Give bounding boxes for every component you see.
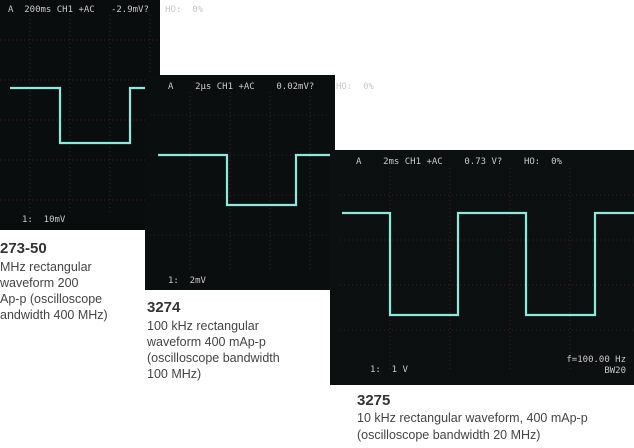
caption-1: 273-50 MHz rectangular waveform 200 Ap-p… bbox=[0, 240, 108, 322]
caption-line: waveform 400 mAp-p bbox=[146, 335, 266, 349]
caption-line: waveform 200 bbox=[0, 276, 79, 290]
bandwidth-readout: BW20 bbox=[604, 366, 626, 376]
caption-2: 3274 100 kHz rectangular waveform 400 mA… bbox=[146, 299, 280, 381]
screen-header: A 2ms CH1 +AC 0.73 V? HO: 0% bbox=[356, 157, 562, 167]
caption-line: (oscilloscope bandwidth bbox=[147, 351, 280, 365]
waveform bbox=[10, 86, 160, 145]
screen-header: A 2µs CH1 +AC 0.02mV? HO: 0% bbox=[168, 82, 374, 92]
caption-line: 100 MHz) bbox=[147, 367, 201, 381]
caption-line: 100 kHz rectangular bbox=[147, 319, 259, 333]
screen-footer: 1: 10mV bbox=[22, 215, 66, 225]
model: 273-50 bbox=[0, 240, 47, 257]
caption-line: MHz rectangular bbox=[0, 260, 92, 274]
screen-bg bbox=[330, 150, 634, 385]
waveform bbox=[342, 211, 634, 317]
caption-3: 3275 10 kHz rectangular waveform, 400 mA… bbox=[357, 392, 588, 442]
model: 3274 bbox=[147, 299, 181, 316]
frequency-readout: f=100.00 Hz bbox=[566, 355, 626, 365]
screen-footer: 1: 1 V bbox=[370, 365, 409, 375]
caption-line: 10 kHz rectangular waveform, 400 mAp-p bbox=[357, 411, 588, 425]
model: 3275 bbox=[357, 392, 390, 409]
screen-3: A 2ms CH1 +AC 0.73 V? HO: 0% 1: 1 V f=10… bbox=[330, 150, 634, 385]
caption-line: andwidth 400 MHz) bbox=[0, 308, 108, 322]
screen-footer: 1: 2mV bbox=[168, 276, 207, 286]
screen-1: A 200ms CH1 +AC -2.9mV? HO: 0% 1: 10mV bbox=[0, 0, 204, 230]
screen-header: A 200ms CH1 +AC -2.9mV? HO: 0% bbox=[8, 5, 204, 15]
screen-bg bbox=[0, 0, 160, 230]
screen-2: A 2µs CH1 +AC 0.02mV? HO: 0% 1: 2mV bbox=[145, 75, 374, 290]
waveform bbox=[158, 153, 335, 207]
screen-bg bbox=[145, 75, 335, 290]
caption-line: Ap-p (oscilloscope bbox=[0, 292, 102, 306]
caption-line: (oscilloscope bandwidth 20 MHz) bbox=[357, 428, 540, 442]
